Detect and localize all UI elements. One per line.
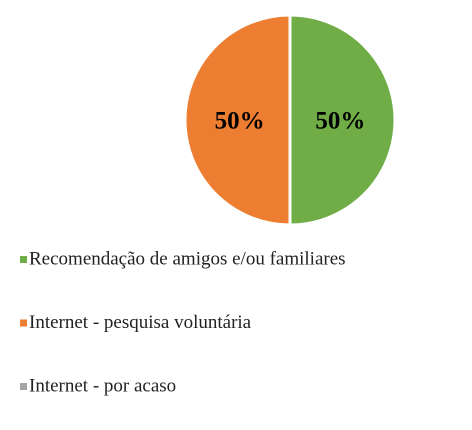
data-label: 50% [215,108,265,135]
legend-label: Internet - por acaso [29,375,176,396]
pie-slice [288,13,397,227]
pie-slice [183,13,292,227]
legend-label: Internet - pesquisa voluntária [29,312,252,333]
legend-label: Recomendação de amigos e/ou familiares [29,248,346,269]
legend-swatch [20,319,27,327]
legend-swatch [20,383,27,390]
data-label: 50% [315,108,365,135]
legend-swatch [20,256,27,263]
